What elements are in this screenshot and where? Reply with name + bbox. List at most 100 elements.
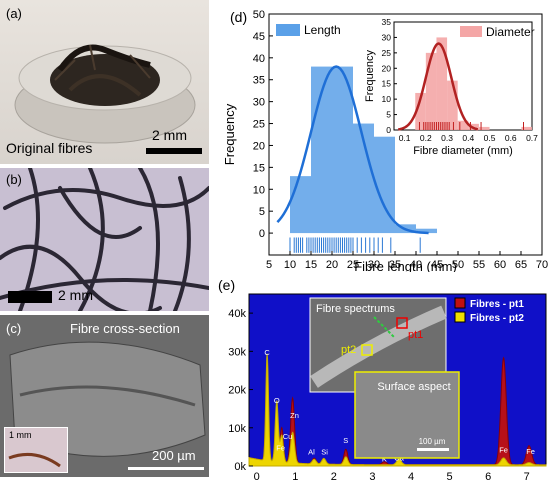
- diameter-bar-3: [447, 80, 458, 130]
- e-x-tick-label-5: 5: [447, 471, 453, 483]
- bowl-illustration: [14, 44, 196, 144]
- panel-a-caption: Original fibres: [6, 140, 93, 156]
- panel-c-inset: 1 mm: [4, 427, 68, 473]
- length-legend-text: Length: [304, 23, 341, 37]
- diameter-bar-1: [425, 52, 437, 130]
- inset-x-tick-label-6: 0.7: [526, 133, 538, 143]
- x-tick-label-13: 70: [536, 259, 548, 271]
- e-x-tick-label-7: 7: [524, 471, 530, 483]
- inset-y-tick-label-1: 5: [386, 110, 391, 120]
- spectrum-series-1: [248, 353, 547, 467]
- e-y-tick-label-1: 10k: [228, 423, 246, 435]
- diameter-bar-6: [478, 126, 490, 130]
- e-y-tick-label-3: 30k: [228, 346, 246, 358]
- element-label-4: Fe: [276, 444, 285, 453]
- diameter-bar-0: [415, 92, 426, 130]
- spectrum-legend-swatch-0: [454, 297, 466, 309]
- y-axis-label: Frequency: [222, 103, 237, 165]
- pt2-label: pt2: [341, 344, 356, 356]
- y-tick-label-9: 45: [253, 31, 265, 43]
- y-tick-label-4: 20: [253, 140, 265, 152]
- element-label-7: S: [343, 436, 348, 445]
- inset-y-tick-label-5: 25: [382, 48, 392, 58]
- zoom-inset-frame: [354, 371, 460, 459]
- element-label-6: Si: [321, 448, 328, 457]
- inset-y-axis-label: Frequency: [364, 50, 376, 102]
- element-label-1: O: [274, 396, 280, 405]
- spectrum-legend-swatch-1: [454, 311, 466, 323]
- e-x-tick-label-1: 1: [292, 471, 298, 483]
- length-fit-curve: [276, 65, 429, 235]
- element-label-10: Fe: [499, 446, 508, 455]
- spectrum-legend-text-1: Fibres - pt2: [470, 313, 524, 324]
- inset-y-tick-label-6: 30: [382, 32, 392, 42]
- panel-e-label: (e): [218, 277, 235, 293]
- x-tick-label-8: 45: [431, 259, 443, 271]
- pt2-marker: [361, 344, 373, 356]
- diameter-bar-7: [521, 126, 532, 130]
- panel-c-title: Fibre cross-section: [70, 321, 180, 336]
- y-tick-label-3: 15: [253, 162, 265, 174]
- x-tick-label-6: 35: [389, 259, 401, 271]
- length-bar-4: [374, 136, 395, 234]
- e-x-tick-label-6: 6: [485, 471, 491, 483]
- spectrum-legend-text-0: Fibres - pt1: [470, 299, 524, 310]
- element-label-11: Fe: [526, 447, 535, 456]
- e-x-tick-label-2: 2: [331, 471, 337, 483]
- element-label-8: K: [382, 454, 387, 463]
- x-tick-label-3: 20: [326, 259, 338, 271]
- x-tick-label-12: 65: [515, 259, 527, 271]
- y-tick-label-1: 5: [259, 206, 265, 218]
- panel-a-label: (a): [6, 6, 22, 21]
- e-x-tick-label-0: 0: [254, 471, 260, 483]
- inset-y-tick-label-3: 15: [382, 79, 392, 89]
- zoom-inset-scale: 100 µm: [419, 437, 446, 446]
- inset-y-tick-label-2: 10: [382, 94, 392, 104]
- panel-c-scale-text: 200 µm: [152, 448, 196, 463]
- fibres-micrograph: [0, 168, 209, 311]
- inset-x-tick-label-0: 0.1: [399, 133, 411, 143]
- diameter-legend-text: Diameter: [486, 25, 535, 39]
- inset-x-tick-label-5: 0.6: [505, 133, 517, 143]
- length-bar-0: [290, 176, 311, 234]
- diameter-fit-curve: [398, 42, 479, 131]
- inset-x-tick-label-1: 0.2: [420, 133, 432, 143]
- diameter-legend-swatch: [460, 26, 482, 37]
- inset-x-tick-label-2: 0.3: [441, 133, 453, 143]
- y-tick-label-7: 35: [253, 75, 265, 87]
- panel-a-scalebar: [146, 148, 202, 154]
- e-y-tick-label-4: 40k: [228, 308, 246, 320]
- panel-c-label: (c): [6, 321, 22, 336]
- y-tick-label-10: 50: [253, 9, 265, 21]
- element-label-3: Zn: [290, 411, 299, 420]
- x-tick-label-5: 30: [368, 259, 380, 271]
- sem-fibre-shape: [310, 305, 447, 388]
- inset-y-tick-label-0: 0: [386, 125, 391, 135]
- x-tick-label-2: 15: [305, 259, 317, 271]
- x-tick-label-11: 60: [494, 259, 506, 271]
- x-axis-label: Fibre length (mm): [354, 259, 457, 272]
- panel-b-micrograph: (b) 2 mm: [0, 168, 209, 311]
- y-tick-label-6: 30: [253, 97, 265, 109]
- x-tick-label-0: 5: [266, 259, 272, 271]
- length-bar-2: [332, 66, 353, 234]
- pt1-label: pt1: [408, 329, 423, 341]
- x-tick-label-10: 55: [473, 259, 485, 271]
- element-label-5: Al: [308, 448, 315, 457]
- inset-x-tick-label-4: 0.5: [484, 133, 496, 143]
- x-tick-label-9: 50: [452, 259, 464, 271]
- spectrum-sem-inset: Fibre spectrums pt1 pt2 Surface aspect 100 µ…: [309, 297, 460, 459]
- inset-x-axis-label: Fibre diameter (mm): [413, 145, 513, 157]
- x-tick-label-4: 25: [347, 259, 359, 271]
- diameter-bar-2: [436, 37, 448, 130]
- panel-e-spectrum: (e) 0 1 2 3 4 5 6 7 0k 10k 20k 30k 40k C O Cu Zn Fe Al Si S K…: [218, 277, 547, 483]
- y-tick-label-2: 10: [253, 184, 265, 196]
- panel-d-label: (d): [230, 9, 247, 25]
- e-y-tick-label-0: 0k: [234, 461, 246, 473]
- e-x-tick-label-3: 3: [369, 471, 375, 483]
- panel-b-scale-text: 2 mm: [58, 287, 93, 303]
- x-tick-label-7: 40: [410, 259, 422, 271]
- panel-d-histogram: (d) 5 10 15 20 25 30 35 40 45 50 55 60 65 70 0 5 10 15 20 2…: [222, 9, 548, 272]
- pt1-marker: [396, 317, 408, 329]
- element-label-0: C: [264, 348, 270, 357]
